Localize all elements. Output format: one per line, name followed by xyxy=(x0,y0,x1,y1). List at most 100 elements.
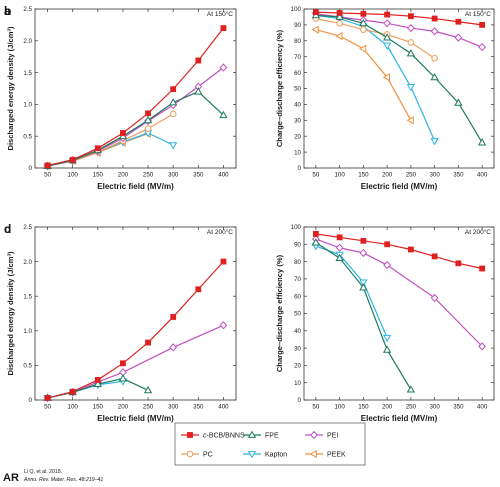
y-tick-label: 10 xyxy=(294,380,301,387)
data-point xyxy=(478,342,487,351)
plot-frame xyxy=(34,226,237,401)
series-fpe xyxy=(43,87,228,169)
y-tick-label: 20 xyxy=(294,363,301,370)
series-line xyxy=(315,17,435,59)
series-line xyxy=(47,261,224,399)
x-tick-label: 150 xyxy=(93,404,104,411)
y-tick-label: 10 xyxy=(294,149,301,156)
series-c-bcb-bnns xyxy=(44,25,227,169)
data-point xyxy=(406,23,415,33)
x-tick-label: 100 xyxy=(68,404,79,411)
legend-entry: PEI xyxy=(305,430,338,440)
x-tick-label: 350 xyxy=(193,172,204,179)
data-point xyxy=(382,42,392,50)
legend-label: PEEK xyxy=(327,452,346,459)
series-line xyxy=(47,67,224,167)
data-point xyxy=(219,63,228,72)
data-point xyxy=(455,260,462,267)
x-tick-label: 50 xyxy=(312,172,319,179)
data-point xyxy=(311,238,321,246)
legend-label: FPE xyxy=(265,433,279,440)
data-point xyxy=(430,138,439,146)
legend-entry: PC xyxy=(181,450,213,459)
data-point xyxy=(360,26,367,33)
data-point xyxy=(94,377,101,383)
y-tick-label: 70 xyxy=(294,54,301,61)
y-tick-label: 70 xyxy=(294,276,301,283)
legend-marker xyxy=(247,430,257,438)
plot-frame xyxy=(34,8,237,169)
y-tick-label: 2.0 xyxy=(23,259,32,266)
x-tick-label: 250 xyxy=(143,404,154,411)
credit-line-2: Annu. Rev. Mater. Res. 48:219–41 xyxy=(23,477,103,483)
x-tick-label: 150 xyxy=(93,172,104,179)
y-tick-label: 2.5 xyxy=(23,6,32,13)
data-point xyxy=(93,379,102,387)
panel-letter: b xyxy=(4,4,11,18)
data-point xyxy=(407,39,415,46)
x-axis-label: Electric field (MV/m) xyxy=(361,182,438,191)
data-point xyxy=(430,293,439,303)
series-line xyxy=(315,14,483,143)
legend-marker xyxy=(187,432,193,438)
data-point xyxy=(120,360,126,367)
data-point xyxy=(360,237,367,244)
temperature-annotation: At 150°C xyxy=(465,10,491,18)
data-point xyxy=(382,73,391,82)
series-peek xyxy=(311,25,414,125)
data-point xyxy=(336,10,343,16)
panel-a: a At 150°C 50 100 150 200 250 300 350 400 0 0.5 1.0 1… xyxy=(4,4,237,191)
x-tick-label: 100 xyxy=(68,172,79,179)
data-point xyxy=(169,142,178,150)
x-tick-label: 400 xyxy=(218,404,229,411)
x-tick-label: 250 xyxy=(143,172,154,179)
data-point xyxy=(406,49,416,57)
plot-frame xyxy=(303,8,495,169)
y-tick-label: 2.5 xyxy=(23,224,32,231)
x-tick-label: 150 xyxy=(358,404,369,411)
y-tick-label: 90 xyxy=(294,242,301,249)
data-point xyxy=(69,156,76,163)
data-point xyxy=(384,11,391,18)
data-point xyxy=(431,54,438,62)
x-tick-label: 200 xyxy=(382,404,393,411)
data-point xyxy=(143,385,153,394)
x-tick-label: 100 xyxy=(334,172,345,179)
data-point xyxy=(479,265,486,272)
legend-marker xyxy=(247,451,257,459)
data-point xyxy=(407,246,414,253)
data-point xyxy=(120,130,126,136)
data-point xyxy=(312,9,319,16)
data-point xyxy=(360,10,367,17)
series-c-bcb-bnns xyxy=(312,9,486,28)
data-point xyxy=(478,43,487,52)
y-tick-label: 1.5 xyxy=(23,70,32,77)
data-point xyxy=(431,253,438,260)
y-axis-label: Discharged energy density (J/cm³) xyxy=(6,26,15,151)
data-point xyxy=(430,27,439,36)
legend-entry: PEEK xyxy=(305,449,346,459)
legend-label: c-BCB/BNNS xyxy=(203,433,245,440)
series-line xyxy=(315,238,483,347)
y-tick-label: 1.5 xyxy=(23,293,32,300)
y-tick-label: 1.0 xyxy=(23,328,32,335)
data-point xyxy=(384,241,391,248)
y-tick-label: 90 xyxy=(294,22,301,29)
series-line xyxy=(315,233,483,270)
x-tick-label: 50 xyxy=(44,172,51,179)
data-point xyxy=(406,116,414,125)
x-axis-label: Electric field (MV/m) xyxy=(97,414,174,423)
x-tick-label: 350 xyxy=(193,404,204,411)
data-point xyxy=(479,21,486,28)
data-point xyxy=(195,57,202,64)
legend-entry: c-BCB/BNNS xyxy=(181,432,245,440)
y-tick-label: 1.0 xyxy=(23,102,32,109)
series-line xyxy=(47,324,224,399)
y-tick-label: 40 xyxy=(294,328,301,335)
data-point xyxy=(220,25,227,31)
series-line xyxy=(47,90,224,167)
x-tick-label: 350 xyxy=(453,172,464,179)
y-tick-label: 0.5 xyxy=(23,363,32,370)
data-point xyxy=(336,234,343,241)
series-pei xyxy=(43,63,228,171)
